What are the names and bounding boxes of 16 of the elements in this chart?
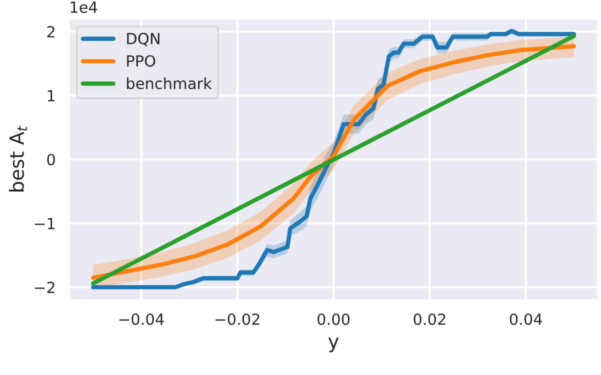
y-tick-label: 2 (47, 26, 54, 38)
y-tick-label: −2 (35, 282, 54, 294)
x-tick-label: 0.02 (414, 313, 446, 326)
x-axis-title: y (328, 338, 339, 352)
x-tick-label: −0.04 (119, 313, 164, 326)
y-tick-label: 0 (47, 154, 55, 166)
y-tick-label: 1 (48, 90, 55, 102)
legend-label: PPO (127, 55, 156, 67)
y-tick-label: −1 (35, 218, 55, 230)
x-tick-label: −0.02 (216, 313, 260, 326)
legend-label: DQN (127, 32, 160, 46)
text: 1e4 (70, 2, 98, 13)
x-tick-label: 0.00 (318, 313, 350, 326)
legend-label: benchmark (127, 77, 212, 90)
x-tick-label: 0.04 (510, 313, 542, 326)
y-axis-title: best A$_{t}$ (9, 126, 27, 192)
